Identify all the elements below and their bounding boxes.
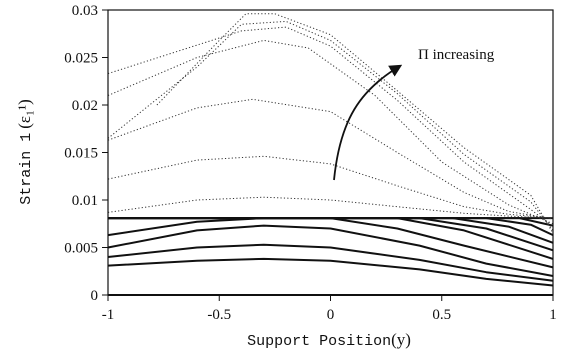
y-tick-label: 0.03: [72, 3, 98, 19]
series-line-9: [108, 217, 554, 237]
x-tick-label: -1: [102, 307, 115, 323]
increasing-arrow: [333, 64, 403, 181]
y-tick-label: 0.005: [64, 241, 98, 257]
series-line-4: [107, 224, 554, 277]
x-tick-label: -0.5: [207, 307, 231, 323]
series-line-18: [156, 13, 554, 234]
series-line-15: [107, 39, 554, 225]
y-tick-label: 0.02: [72, 98, 98, 114]
x-axis-title: Support Position(y): [247, 330, 411, 350]
y-tick-label: 0.01: [72, 193, 98, 209]
x-tick-label: 1: [549, 307, 557, 323]
series-layer: [107, 13, 554, 296]
y-tick-label: 0.025: [64, 51, 98, 67]
series-line-2: [107, 257, 554, 287]
series-line-13: [107, 155, 554, 219]
tick-layer: -1 -0.5 0 0.5 1 0 0.005 0.01 0.015 0.02 0.025 0.03: [64, 3, 557, 323]
y-tick-label: 0: [91, 288, 99, 304]
y-tick-label: 0.015: [64, 146, 98, 162]
series-line-12: [107, 196, 554, 219]
series-line-17: [107, 20, 554, 231]
x-tick-label: 0.5: [432, 307, 451, 323]
series-line-3: [107, 243, 554, 282]
y-axis-title: Strain 1(ε₁¹): [15, 99, 35, 205]
series-line-14: [107, 98, 554, 220]
x-tick-label: 0: [327, 307, 335, 323]
series-line-8: [108, 217, 554, 244]
annotation-label: Π increasing: [418, 47, 495, 63]
series-line-16: [107, 26, 554, 227]
